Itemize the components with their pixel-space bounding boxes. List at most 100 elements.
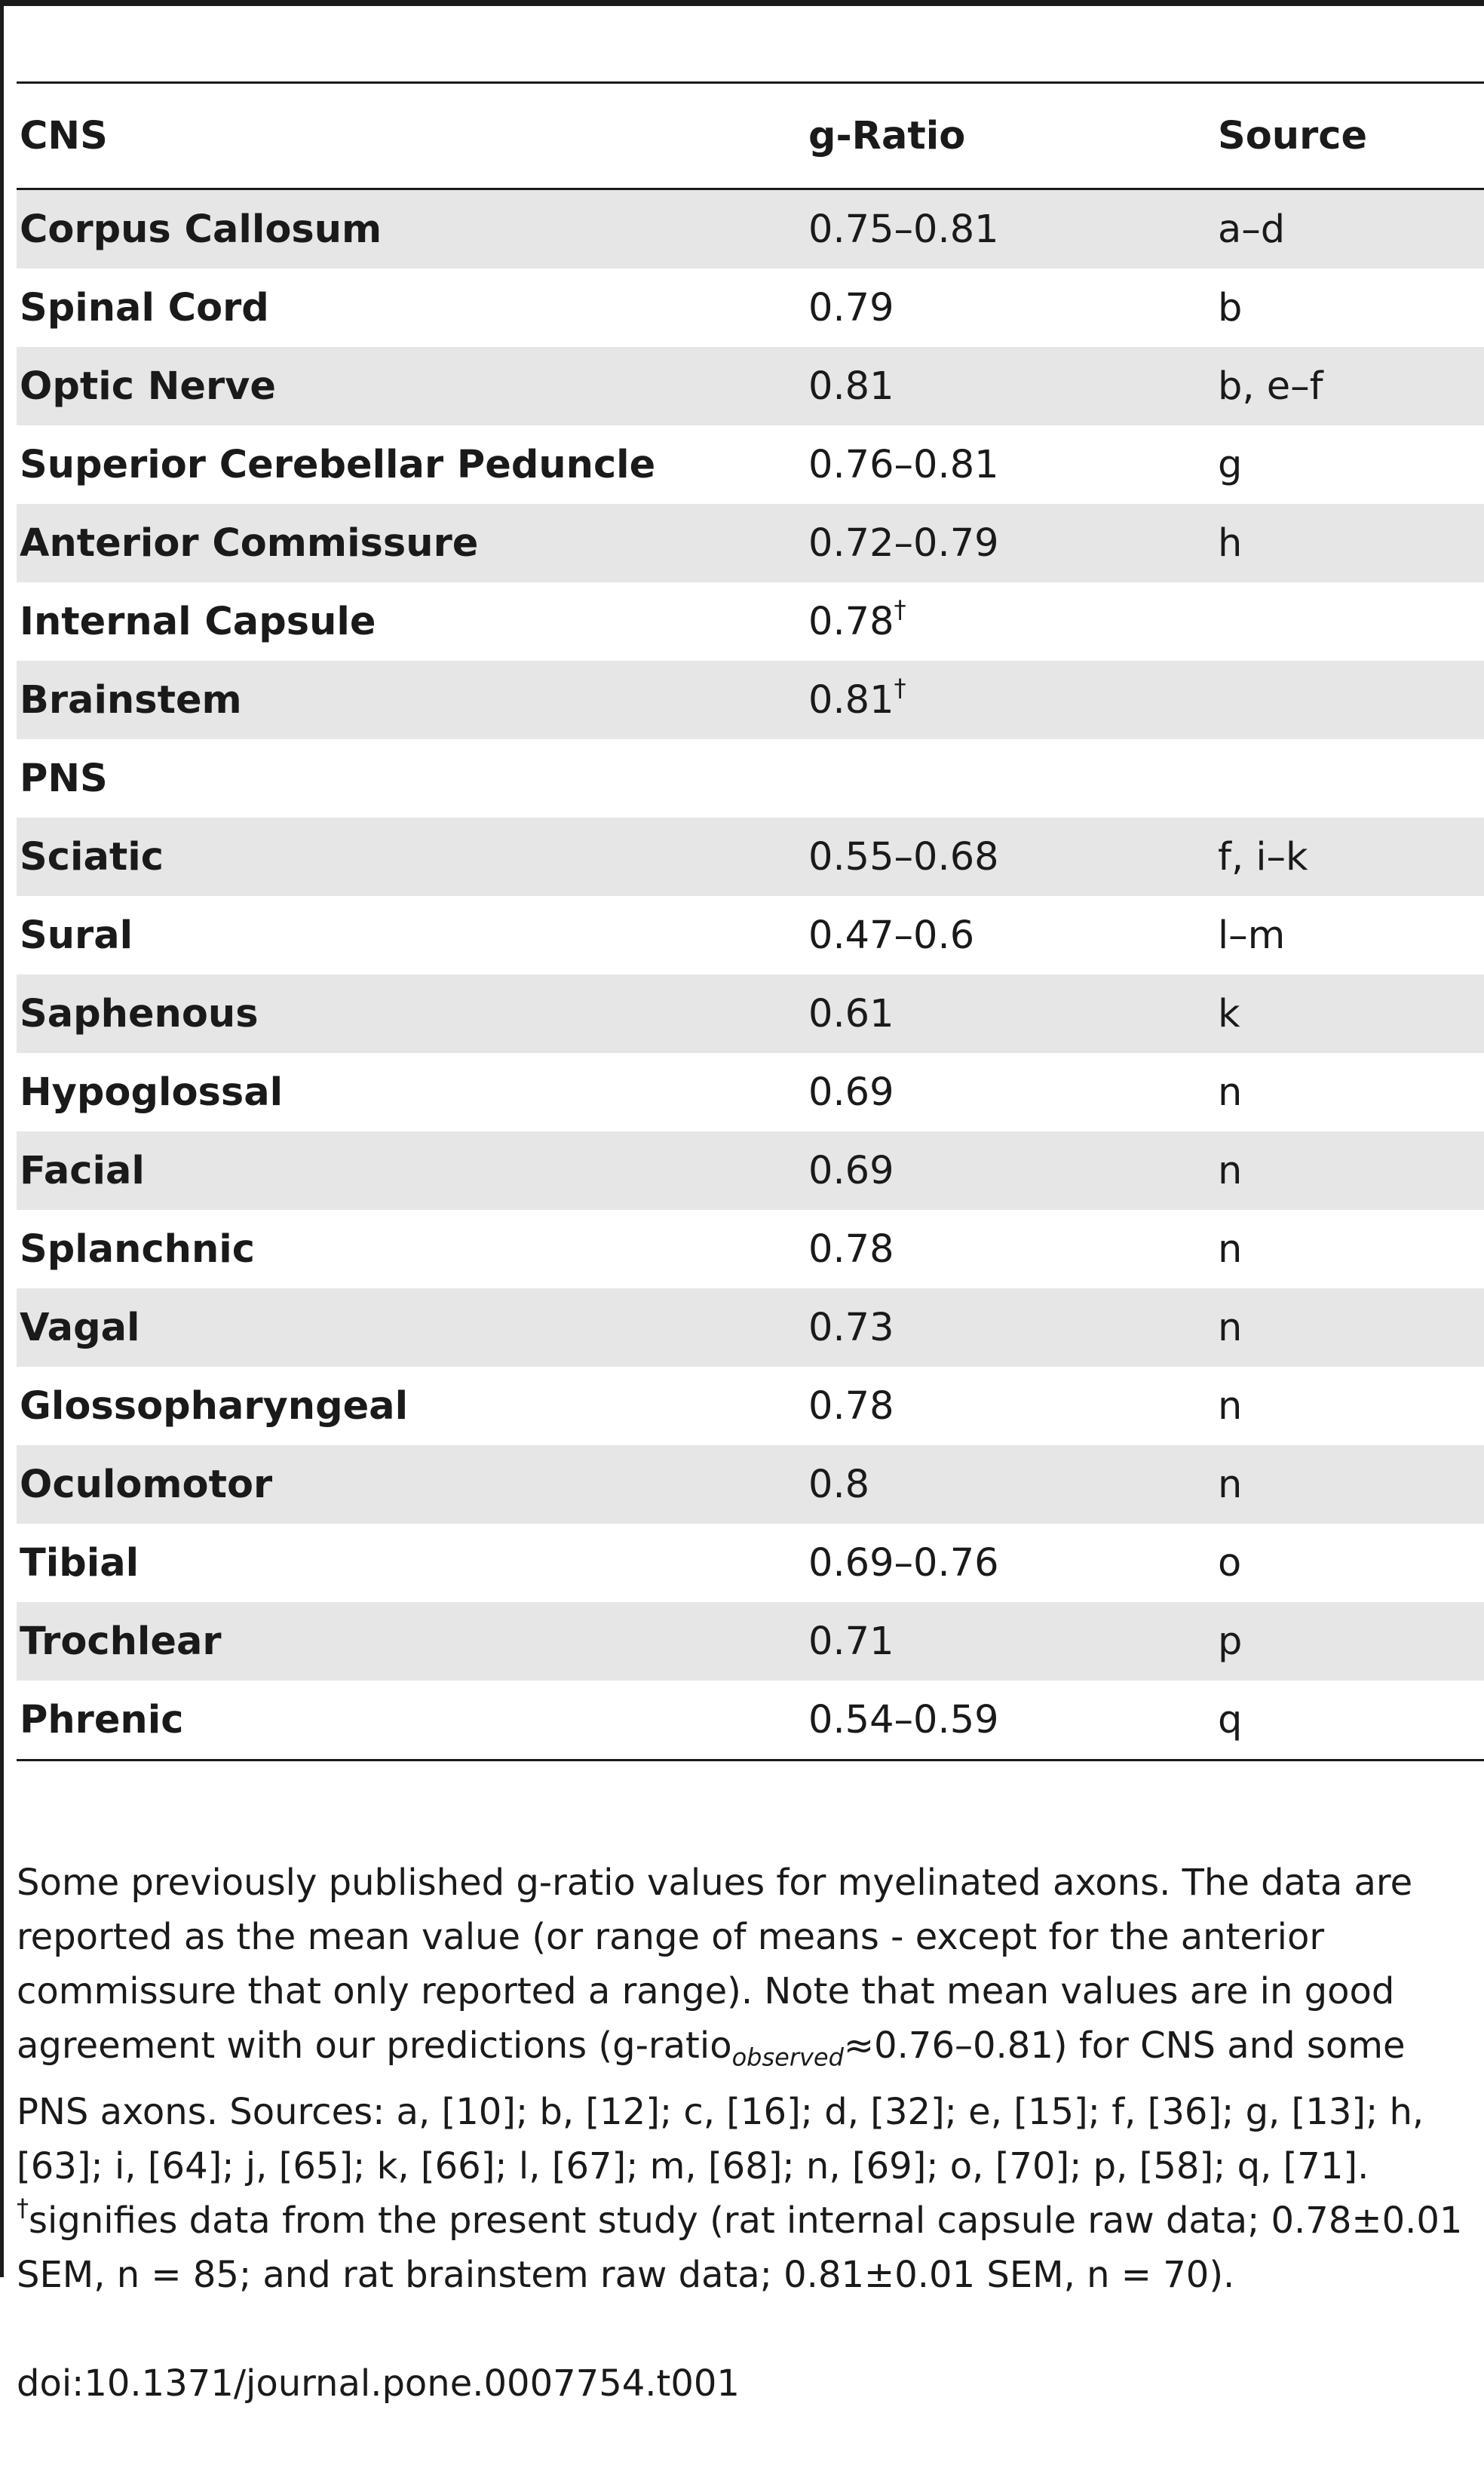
cell-g-ratio: 0.47–0.6 [808, 916, 1218, 955]
g-ratio-value: 0.78 [808, 599, 894, 644]
g-ratio-value: 0.79 [808, 285, 894, 330]
table-row: Superior Cerebellar Peduncle 0.76–0.81 g [17, 425, 1484, 504]
left-border [0, 0, 4, 2277]
cell-g-ratio: 0.8 [808, 1466, 1218, 1504]
g-ratio-value: 0.76–0.81 [808, 442, 999, 487]
cell-name: Facial [20, 1148, 145, 1193]
g-ratio-value: 0.55–0.68 [808, 834, 999, 879]
cell-g-ratio: 0.78 [808, 1230, 1218, 1269]
dagger-mark: † [894, 673, 906, 702]
doi-line: doi:10.1371/journal.pone.0007754.t001 [17, 2362, 740, 2405]
g-ratio-value: 0.54–0.59 [808, 1697, 999, 1742]
table-row: Sciatic 0.55–0.68 f, i–k [17, 818, 1484, 896]
cell-source: n [1218, 1226, 1243, 1272]
cell-name: PNS [20, 756, 108, 801]
cell-name: Glossopharyngeal [20, 1383, 409, 1429]
cell-name: Tibial [20, 1540, 140, 1586]
header-top-rule [17, 81, 1484, 84]
cell-g-ratio: 0.73 [808, 1309, 1218, 1347]
g-ratio-value: 0.69–0.76 [808, 1540, 999, 1586]
table-row: Spinal Cord 0.79 b [17, 269, 1484, 347]
g-ratio-value: 0.73 [808, 1305, 894, 1350]
table-row: Corpus Callosum 0.75–0.81 a–d [17, 190, 1484, 269]
caption-subscript: observed [731, 2043, 844, 2072]
cell-g-ratio: 0.79 [808, 289, 1218, 327]
g-ratio-value: 0.81 [808, 364, 894, 409]
table-row: Vagal 0.73 n [17, 1288, 1484, 1367]
cell-source: n [1218, 1070, 1243, 1115]
cell-name: Splanchnic [20, 1226, 256, 1272]
cell-source: n [1218, 1383, 1243, 1429]
cell-source: g [1218, 442, 1243, 487]
table-row: Saphenous 0.61 k [17, 975, 1484, 1053]
caption-part-1: Some previously published g-ratio values… [17, 1862, 1413, 2067]
header-bottom-rule [17, 188, 1484, 190]
caption-text: Some previously published g-ratio values… [17, 1856, 1484, 2302]
table-row: Trochlear 0.71 p [17, 1602, 1484, 1681]
table-row: Brainstem 0.81† [17, 661, 1484, 739]
cell-source: n [1218, 1148, 1243, 1193]
cell-source: b [1218, 285, 1243, 330]
table-row: Optic Nerve 0.81 b, e–f [17, 347, 1484, 425]
table-caption: Some previously published g-ratio values… [17, 1801, 1484, 2465]
cell-name: Spinal Cord [20, 285, 269, 330]
table-bottom-rule [17, 1759, 1484, 1761]
table-row: Tibial 0.69–0.76 o [17, 1524, 1484, 1602]
g-ratio-value: 0.69 [808, 1070, 894, 1115]
cell-source: k [1218, 991, 1240, 1036]
table-row: Anterior Commissure 0.72–0.79 h [17, 504, 1484, 582]
cell-g-ratio: 0.55–0.68 [808, 838, 1218, 876]
cell-source: q [1218, 1697, 1243, 1742]
cell-g-ratio: 0.69–0.76 [808, 1544, 1218, 1582]
caption-part-3: signifies data from the present study (r… [17, 2199, 1463, 2296]
section-row: PNS [17, 739, 1484, 818]
top-border [0, 0, 1484, 6]
table-row: Splanchnic 0.78 n [17, 1210, 1484, 1288]
cell-name: Sural [20, 913, 133, 958]
cell-g-ratio: 0.72–0.79 [808, 524, 1218, 563]
g-ratio-value: 0.61 [808, 991, 894, 1036]
g-ratio-value: 0.8 [808, 1462, 870, 1507]
cell-source: h [1218, 520, 1243, 566]
cell-name: Oculomotor [20, 1462, 273, 1507]
table-body: Corpus Callosum 0.75–0.81 a–d Spinal Cord 0.… [17, 190, 1484, 1759]
table-row: Hypoglossal 0.69 n [17, 1053, 1484, 1131]
g-ratio-value: 0.71 [808, 1619, 894, 1664]
table-header-row: CNS g-Ratio Source [17, 84, 1484, 188]
g-ratio-value: 0.78 [808, 1226, 894, 1272]
table-row: Sural 0.47–0.6 l–m [17, 896, 1484, 975]
cell-name: Superior Cerebellar Peduncle [20, 442, 656, 487]
table-row: Oculomotor 0.8 n [17, 1445, 1484, 1524]
caption-part-2: ≈0.76–0.81) for CNS and some PNS axons. … [17, 2024, 1424, 2187]
cell-g-ratio: 0.81 [808, 367, 1218, 406]
cell-source: p [1218, 1619, 1243, 1664]
table-row: Facial 0.69 n [17, 1131, 1484, 1210]
cell-name: Hypoglossal [20, 1070, 284, 1115]
cell-name: Phrenic [20, 1697, 184, 1742]
cell-name: Corpus Callosum [20, 207, 382, 252]
cell-source: n [1218, 1462, 1243, 1507]
table-row: Internal Capsule 0.78† [17, 582, 1484, 661]
cell-source: n [1218, 1305, 1243, 1350]
cell-g-ratio: 0.61 [808, 995, 1218, 1033]
g-ratio-value: 0.78 [808, 1383, 894, 1429]
cell-name: Brainstem [20, 677, 242, 723]
header-cns: CNS [20, 113, 108, 158]
cell-source: a–d [1218, 207, 1286, 252]
cell-name: Internal Capsule [20, 599, 376, 644]
cell-source: f, i–k [1218, 834, 1308, 879]
dagger-mark: † [894, 594, 906, 624]
g-ratio-value: 0.69 [808, 1148, 894, 1193]
cell-name: Optic Nerve [20, 364, 276, 409]
cell-g-ratio: 0.75–0.81 [808, 210, 1218, 249]
caption-dagger: † [17, 2193, 29, 2222]
cell-g-ratio: 0.78† [808, 597, 1218, 644]
cell-g-ratio: 0.71 [808, 1622, 1218, 1661]
header-source: Source [1218, 113, 1368, 158]
cell-g-ratio: 0.81† [808, 676, 1218, 720]
cell-name: Sciatic [20, 834, 164, 879]
cell-name: Vagal [20, 1305, 140, 1350]
cell-g-ratio: 0.69 [808, 1073, 1218, 1112]
cell-source: o [1218, 1540, 1242, 1586]
table-row: Phrenic 0.54–0.59 q [17, 1681, 1484, 1759]
